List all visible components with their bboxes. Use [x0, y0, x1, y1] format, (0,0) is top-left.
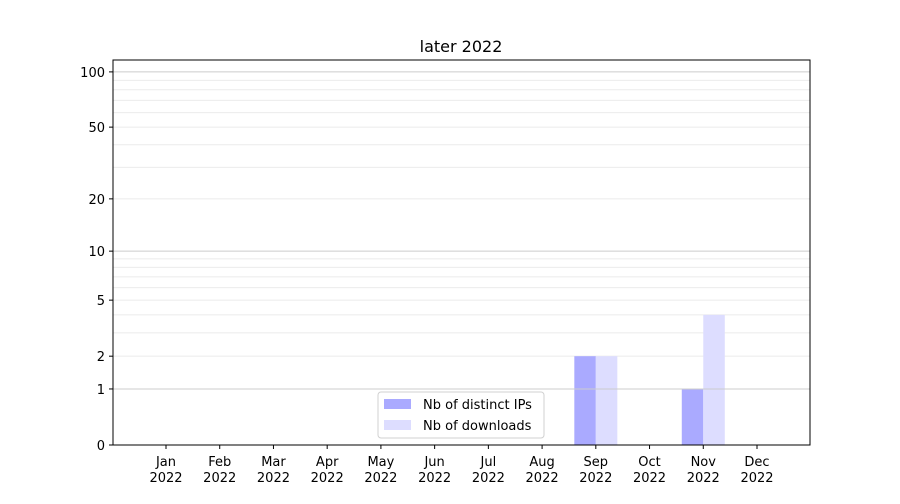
grid [113, 79, 810, 357]
legend-label: Nb of downloads [423, 419, 532, 434]
y-tick-label: 10 [88, 245, 105, 260]
bars [574, 314, 725, 445]
x-tick-label: Nov 2022 [687, 455, 720, 486]
x-tick-label: Apr 2022 [311, 455, 344, 486]
bar-distinct-ips [681, 388, 704, 445]
legend-box [377, 391, 545, 439]
x-tick-label: Jul 2022 [472, 455, 505, 486]
x-tick-label: Dec 2022 [740, 455, 773, 486]
x-tick-label: Feb 2022 [203, 455, 236, 486]
bar-distinct-ips [574, 356, 596, 445]
y-tick-label: 5 [97, 294, 105, 309]
legend-swatch [384, 399, 411, 409]
x-tick-label: Mar 2022 [257, 455, 290, 486]
x-tick-label: Sep 2022 [579, 455, 612, 486]
x-tick-label: Oct 2022 [633, 455, 666, 486]
y-axis: 0 1 2 5 10 20 50 100 [80, 66, 113, 454]
y-tick-label: 2 [97, 350, 105, 365]
y-tick-label: 20 [88, 193, 105, 208]
x-tick-label: Jan 2022 [149, 455, 182, 486]
x-axis: Jan 2022 Feb 2022 Mar 2022 Apr 2022 May 2022 Jun 20… [149, 445, 774, 486]
y-tick-label: 1 [97, 383, 105, 398]
y-tick-label: 50 [88, 121, 105, 136]
chart-title: later 2022 [420, 37, 503, 56]
x-tick-label: Aug 2022 [526, 455, 559, 486]
x-tick-label: Jun 2022 [418, 455, 451, 486]
legend: Nb of distinct IPs Nb of downloads [377, 391, 545, 439]
plot-frame [112, 59, 811, 446]
y-tick-label: 100 [80, 66, 105, 81]
grid-major [113, 71, 810, 390]
y-tick-label: 0 [97, 439, 105, 454]
bar-downloads [595, 356, 618, 445]
x-tick-label: May 2022 [364, 455, 397, 486]
legend-swatch [384, 420, 411, 430]
bar-downloads [703, 314, 725, 445]
legend-label: Nb of distinct IPs [423, 398, 532, 413]
